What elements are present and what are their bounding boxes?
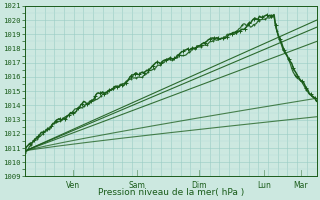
Text: Ven: Ven xyxy=(66,181,80,190)
Text: Lun: Lun xyxy=(257,181,271,190)
Text: Sam: Sam xyxy=(129,181,146,190)
Text: Mar: Mar xyxy=(293,181,308,190)
Text: Dim: Dim xyxy=(191,181,206,190)
X-axis label: Pression niveau de la mer( hPa ): Pression niveau de la mer( hPa ) xyxy=(98,188,244,197)
